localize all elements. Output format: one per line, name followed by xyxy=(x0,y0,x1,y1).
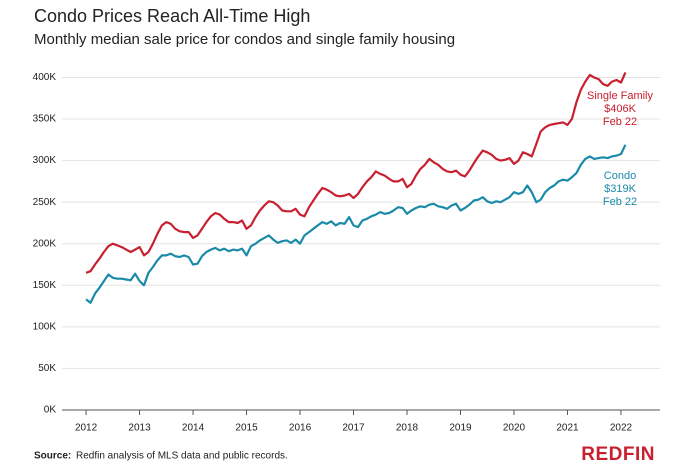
brand-logo: REDFIN xyxy=(581,444,655,465)
y-tick-label: 150K xyxy=(33,280,57,291)
x-tick-label: 2018 xyxy=(396,423,419,434)
y-tick-label: 300K xyxy=(33,155,57,166)
x-tick-label: 2016 xyxy=(289,423,312,434)
x-tick-label: 2015 xyxy=(235,423,258,434)
series-label: Condo xyxy=(604,170,636,182)
x-tick-label: 2021 xyxy=(556,423,579,434)
y-tick-label: 250K xyxy=(33,197,57,208)
chart-title: Condo Prices Reach All-Time High xyxy=(34,6,310,26)
y-tick-label: 100K xyxy=(33,322,57,333)
y-tick-label: 0K xyxy=(44,405,57,416)
end-label: $406K xyxy=(604,103,636,115)
series-label: Single Family xyxy=(587,90,654,102)
source-text: Redfin analysis of MLS data and public r… xyxy=(76,451,288,462)
end-label: Feb 22 xyxy=(603,116,637,128)
x-tick-label: 2020 xyxy=(503,423,526,434)
chart-subtitle: Monthly median sale price for condos and… xyxy=(34,31,455,48)
y-tick-label: 200K xyxy=(33,238,57,249)
y-tick-label: 50K xyxy=(38,363,56,374)
end-label: Feb 22 xyxy=(603,196,637,208)
series-line xyxy=(85,144,627,304)
x-tick-label: 2014 xyxy=(182,423,205,434)
series-line xyxy=(85,72,627,274)
x-tick-label: 2013 xyxy=(128,423,151,434)
x-tick-label: 2012 xyxy=(75,423,98,434)
end-label: $319K xyxy=(604,183,636,195)
x-tick-label: 2017 xyxy=(342,423,365,434)
x-tick-label: 2019 xyxy=(449,423,472,434)
y-tick-label: 400K xyxy=(33,72,57,83)
source-label: Source: xyxy=(34,451,71,462)
y-tick-label: 350K xyxy=(33,114,57,125)
x-tick-label: 2022 xyxy=(610,423,633,434)
